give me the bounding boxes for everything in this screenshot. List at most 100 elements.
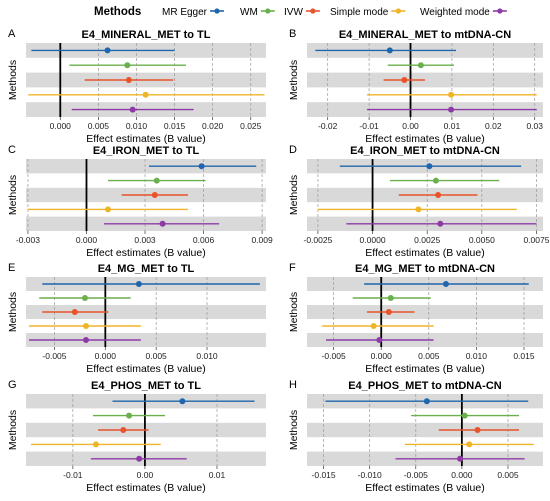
panel-c: -0.003 0.000 0.003 0.006 0.009 C E4_IRON_MET t… <box>7 144 273 259</box>
point-mr-egger <box>423 398 430 405</box>
y-axis-label: Methods <box>288 410 300 450</box>
tick-label: -0.005 <box>322 351 346 361</box>
legend-svg: Methods MR Egger WM IVW Simple mode Weighted … <box>94 6 507 18</box>
tick-label: -0.015 <box>312 470 336 480</box>
tick-label: 0.000 <box>371 351 393 361</box>
y-axis-label: Methods <box>288 175 300 215</box>
x-axis-label: Effect estimates (B value) <box>86 247 205 259</box>
tick-label: 0.00 <box>137 470 154 480</box>
tick-label: 0.02 <box>485 121 502 131</box>
point-wm <box>432 177 439 184</box>
tick-label: 0.005 <box>88 121 110 131</box>
panel-letter: E <box>8 262 15 274</box>
point-wm <box>461 412 468 419</box>
point-wm <box>387 295 394 301</box>
point-simple-mode <box>142 91 149 98</box>
tick-label: 0.0000 <box>360 235 386 245</box>
x-axis-label: Effect estimates (B value) <box>86 133 205 145</box>
y-axis-label: Methods <box>7 410 19 450</box>
point-simple-mode <box>448 91 455 98</box>
tick-label: -0.005 <box>404 470 428 480</box>
tick-label: 0.000 <box>451 470 473 480</box>
tick-label: 0.010 <box>126 121 148 131</box>
tick-label: 0.00 <box>402 121 419 131</box>
point-weighted-mode <box>129 106 136 113</box>
panel-e: -0.005 0.000 0.005 0.010 E E4_MG_MET to TL Eff… <box>7 262 266 375</box>
tick-label: 0.003 <box>134 235 156 245</box>
point-simple-mode <box>415 206 422 213</box>
x-axis-label: Effect estimates (B value) <box>365 133 484 145</box>
point-ivw <box>401 77 408 83</box>
panel-title: E4_PHOS_MET to mtDNA-CN <box>348 380 501 392</box>
y-axis-label: Methods <box>7 292 19 332</box>
band <box>26 333 266 347</box>
panel-g: -0.01 0.00 0.01 G E4_PHOS_MET to TL Effect es… <box>7 379 266 494</box>
y-axis-label: Methods <box>7 175 19 215</box>
tick-label: 0.000 <box>76 235 98 245</box>
tick-label: 0.005 <box>146 351 168 361</box>
point-ivw <box>120 427 127 433</box>
point-simple-mode <box>466 441 473 448</box>
x-axis-label: Effect estimates (B value) <box>86 363 205 375</box>
forest-plot-grid: 0.000 0.005 0.010 0.015 0.020 0.025 A E4_MINERA… <box>0 20 550 501</box>
panel-letter: F <box>289 262 296 274</box>
tick-label: 0.025 <box>240 121 262 131</box>
legend-label: Weighted mode <box>420 7 490 18</box>
tick-label: 0.010 <box>466 351 488 361</box>
y-axis-label: Methods <box>288 60 300 100</box>
panel-h: -0.015 -0.010 -0.005 0.000 0.005 H E4_PHOS_MET… <box>288 379 543 494</box>
legend-swatch-dot <box>214 8 220 14</box>
point-simple-mode <box>104 206 111 213</box>
x-axis-label: Effect estimates (B value) <box>365 247 484 259</box>
point-weighted-mode <box>83 337 89 343</box>
tick-label: 0.0050 <box>469 235 495 245</box>
point-ivw <box>71 309 78 315</box>
point-ivw <box>474 427 481 433</box>
panel-title: E4_MINERAL_MET to mtDNA-CN <box>339 29 511 41</box>
point-ivw <box>125 77 132 83</box>
point-mr-egger <box>386 47 393 54</box>
tick-label: 0.000 <box>95 351 117 361</box>
panel-title: E4_IRON_MET to TL <box>93 145 200 157</box>
tick-label: -0.003 <box>16 235 40 245</box>
tick-label: -0.01 <box>63 470 83 480</box>
panel-letter: B <box>289 28 296 40</box>
point-ivw <box>385 309 392 315</box>
y-axis-label: Methods <box>7 60 19 100</box>
x-axis-label: Effect estimates (B value) <box>86 482 205 494</box>
x-axis-label: Effect estimates (B value) <box>365 363 484 375</box>
tick-label: 0.010 <box>196 351 218 361</box>
point-mr-egger <box>426 163 433 170</box>
legend-label: IVW <box>284 7 303 18</box>
tick-label: -0.005 <box>42 351 66 361</box>
legend-swatch-dot <box>310 8 316 14</box>
tick-label: 0.000 <box>50 121 72 131</box>
point-ivw <box>435 192 442 198</box>
point-weighted-mode <box>376 337 383 343</box>
point-ivw <box>151 192 158 198</box>
point-simple-mode <box>92 441 99 448</box>
legend-swatch-dot <box>395 8 401 14</box>
band <box>26 305 266 319</box>
tick-label: 0.03 <box>526 121 543 131</box>
panel-letter: C <box>8 144 16 156</box>
tick-label: 0.01 <box>444 121 461 131</box>
point-wm <box>81 295 88 301</box>
point-simple-mode <box>83 323 89 329</box>
point-mr-egger <box>442 281 449 287</box>
tick-label: -0.02 <box>318 121 338 131</box>
point-weighted-mode <box>159 220 166 227</box>
tick-label: 0.005 <box>418 351 440 361</box>
panel-d: -0.0025 0.0000 0.0025 0.0050 0.0075 D E4_IRON_… <box>288 144 550 259</box>
x-axis-label: Effect estimates (B value) <box>365 482 484 494</box>
panel-b: -0.02 -0.01 0.00 0.01 0.02 0.03 B E4_MINERAL_ME… <box>288 28 543 145</box>
tick-label: 0.015 <box>513 351 535 361</box>
panel-title: E4_MINERAL_MET to TL <box>82 29 211 41</box>
panel-letter: A <box>8 28 16 40</box>
panel-title: E4_MG_MET to mtDNA-CN <box>355 263 495 275</box>
tick-label: 0.01 <box>209 470 226 480</box>
legend: Methods MR Egger WM IVW Simple mode Weighted … <box>0 0 550 20</box>
point-mr-egger <box>198 163 205 170</box>
panel-title: E4_MG_MET to TL <box>98 263 195 275</box>
tick-label: 0.0025 <box>414 235 440 245</box>
